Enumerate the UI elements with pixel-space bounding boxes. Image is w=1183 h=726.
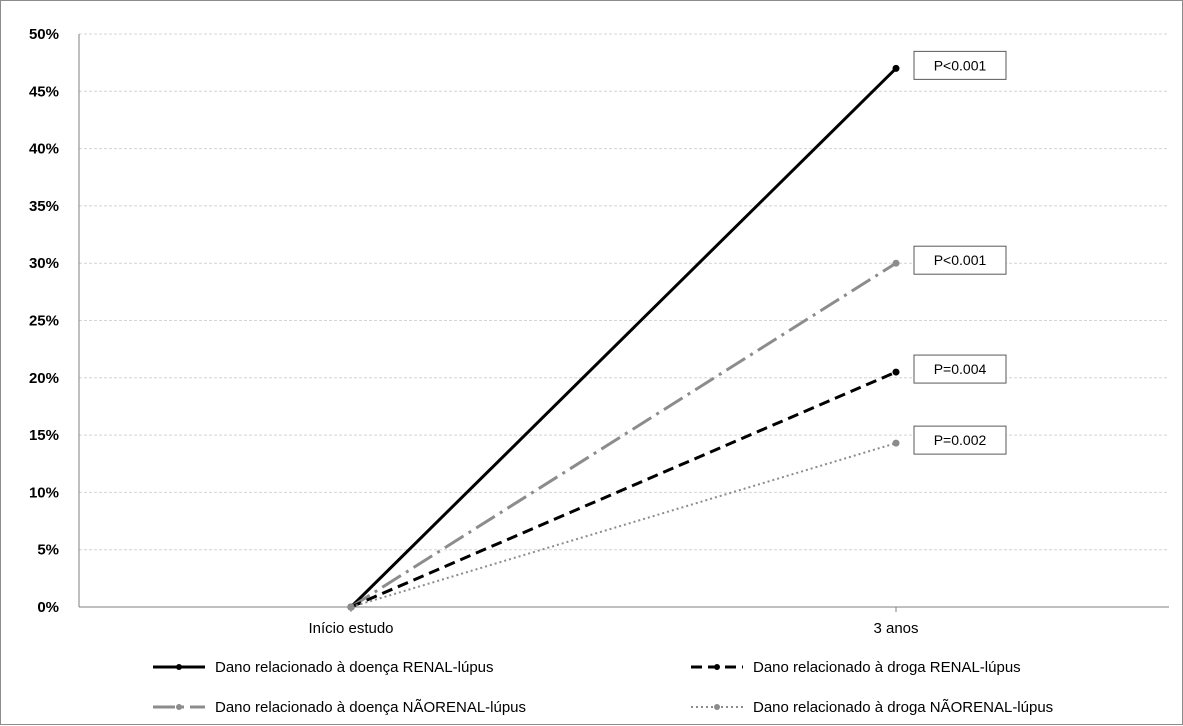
series-0-point-1 (892, 64, 900, 72)
y-tick-label: 15% (29, 427, 59, 444)
p-value-box-border (913, 50, 1007, 80)
y-tick-label: 40% (29, 141, 59, 158)
legend-label-0: Dano relacionado à doença RENAL-lúpus (215, 659, 494, 676)
x-tick-label: Início estudo (308, 620, 393, 637)
legend-entry-0: Dano relacionado à doença RENAL-lúpus (153, 659, 494, 676)
x-tick-label: 3 anos (873, 620, 918, 637)
legend-entry-3: Dano relacionado à droga NÃORENAL-lúpus (691, 699, 1053, 716)
legend-label-3: Dano relacionado à droga NÃORENAL-lúpus (753, 699, 1053, 716)
y-tick-label: 0% (37, 599, 59, 616)
legend-entry-1: Dano relacionado à doença NÃORENAL-lúpus (153, 699, 526, 716)
p-value-box-border (913, 354, 1007, 384)
legend-marker-0 (176, 664, 182, 670)
series-2-point-1 (892, 368, 900, 376)
p-value-label: P=0.004 (934, 361, 987, 377)
y-tick-label: 10% (29, 484, 59, 501)
p-value-label: P<0.001 (934, 57, 987, 73)
x-axis-ticks: Início estudo 3 anos (308, 607, 919, 637)
p-value-box-1: P<0.001 (913, 245, 1007, 275)
legend-entry-2: Dano relacionado à droga RENAL-lúpus (691, 659, 1021, 676)
series-line-1 (350, 261, 897, 609)
legend-marker-1 (176, 704, 182, 710)
series-line-2 (350, 370, 897, 609)
series-line-0 (349, 67, 898, 609)
y-tick-label: 45% (29, 83, 59, 100)
gridlines (79, 33, 1169, 551)
p-value-box-3: P=0.002 (913, 425, 1007, 455)
p-value-box-border (913, 245, 1007, 275)
y-tick-label: 20% (29, 370, 59, 387)
legend-label-1: Dano relacionado à doença NÃORENAL-lúpus (215, 699, 526, 716)
legend-marker-3 (714, 704, 720, 710)
p-value-annotations: P<0.001 P<0.001 P=0.004 P=0.002 (913, 50, 1007, 455)
legend-label-2: Dano relacionado à droga RENAL-lúpus (753, 659, 1021, 676)
legend: Dano relacionado à doença RENAL-lúpus Dan… (153, 659, 1053, 716)
series-lines (347, 64, 900, 611)
y-tick-label: 50% (29, 26, 59, 43)
p-value-box-border (913, 425, 1007, 455)
p-value-label: P<0.001 (934, 252, 987, 268)
legend-marker-2 (714, 664, 720, 670)
p-value-label: P=0.002 (934, 432, 987, 448)
series-1-point-1 (892, 259, 900, 267)
y-tick-label: 5% (37, 542, 59, 559)
series-3-point-1 (892, 439, 900, 447)
y-tick-label: 35% (29, 198, 59, 215)
y-tick-label: 30% (29, 255, 59, 272)
p-value-box-2: P=0.004 (913, 354, 1007, 384)
y-tick-label: 25% (29, 313, 59, 330)
p-value-box-0: P<0.001 (913, 50, 1007, 80)
series-3-point-0 (347, 603, 355, 611)
axes (78, 34, 1169, 608)
y-axis-ticks: 0% 5% 10% 15% 20% 25% 30% 35% 40% 45% 50% (29, 26, 59, 616)
